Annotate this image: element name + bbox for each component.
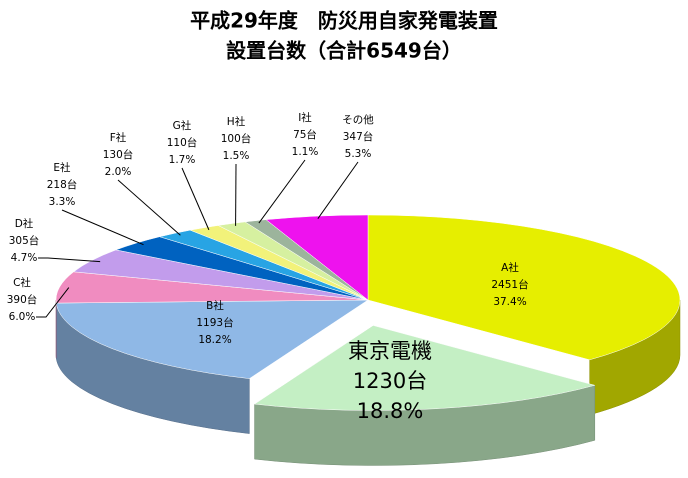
data-label: 75台 <box>293 128 317 141</box>
data-label: 130台 <box>103 148 134 161</box>
data-label: 1.5% <box>223 150 250 162</box>
data-label: D社 <box>15 217 34 230</box>
data-label: 305台 <box>9 234 40 247</box>
data-label: 5.3% <box>345 148 372 160</box>
data-label: その他 <box>342 113 374 126</box>
data-label: 2.0% <box>105 166 132 178</box>
data-label: 18.2% <box>198 334 231 346</box>
data-label: 110台 <box>167 136 198 149</box>
data-label: G社 <box>173 119 192 132</box>
data-label: 1.1% <box>292 146 319 158</box>
data-label: 2451台 <box>491 278 528 291</box>
data-label: 東京電機 <box>348 339 432 363</box>
data-label: I社 <box>298 111 312 124</box>
data-label: H社 <box>227 115 246 128</box>
leader-line <box>317 161 359 219</box>
data-label: 1193台 <box>196 316 233 329</box>
data-label: 390台 <box>7 293 38 306</box>
chart-title: 設置台数（合計6549台） <box>226 39 462 63</box>
slice <box>265 214 369 301</box>
slice <box>55 299 369 379</box>
leader-line <box>38 257 101 263</box>
data-label: B社 <box>206 299 224 312</box>
leader-line <box>181 167 210 231</box>
data-label: 37.4% <box>493 296 526 308</box>
data-label: 3.3% <box>49 196 76 208</box>
data-label: A社 <box>501 261 519 274</box>
data-label: C社 <box>13 276 31 289</box>
leader-line <box>117 179 181 236</box>
data-label: 1230台 <box>353 369 427 393</box>
data-label: 347台 <box>343 130 374 143</box>
data-label: E社 <box>53 161 71 174</box>
leader-line <box>36 287 70 318</box>
data-label: 100台 <box>221 132 252 145</box>
data-label: 218台 <box>47 178 78 191</box>
leader-line <box>258 159 306 224</box>
chart-title: 平成29年度 防災用自家発電装置 <box>190 9 498 33</box>
data-label: 1.7% <box>169 154 196 166</box>
data-label: 18.8% <box>357 399 424 423</box>
data-label: 6.0% <box>9 311 36 323</box>
data-label: F社 <box>110 131 127 144</box>
data-label: 4.7% <box>11 252 38 264</box>
leader-line <box>61 209 144 246</box>
slice <box>367 214 681 361</box>
slice <box>253 325 596 411</box>
